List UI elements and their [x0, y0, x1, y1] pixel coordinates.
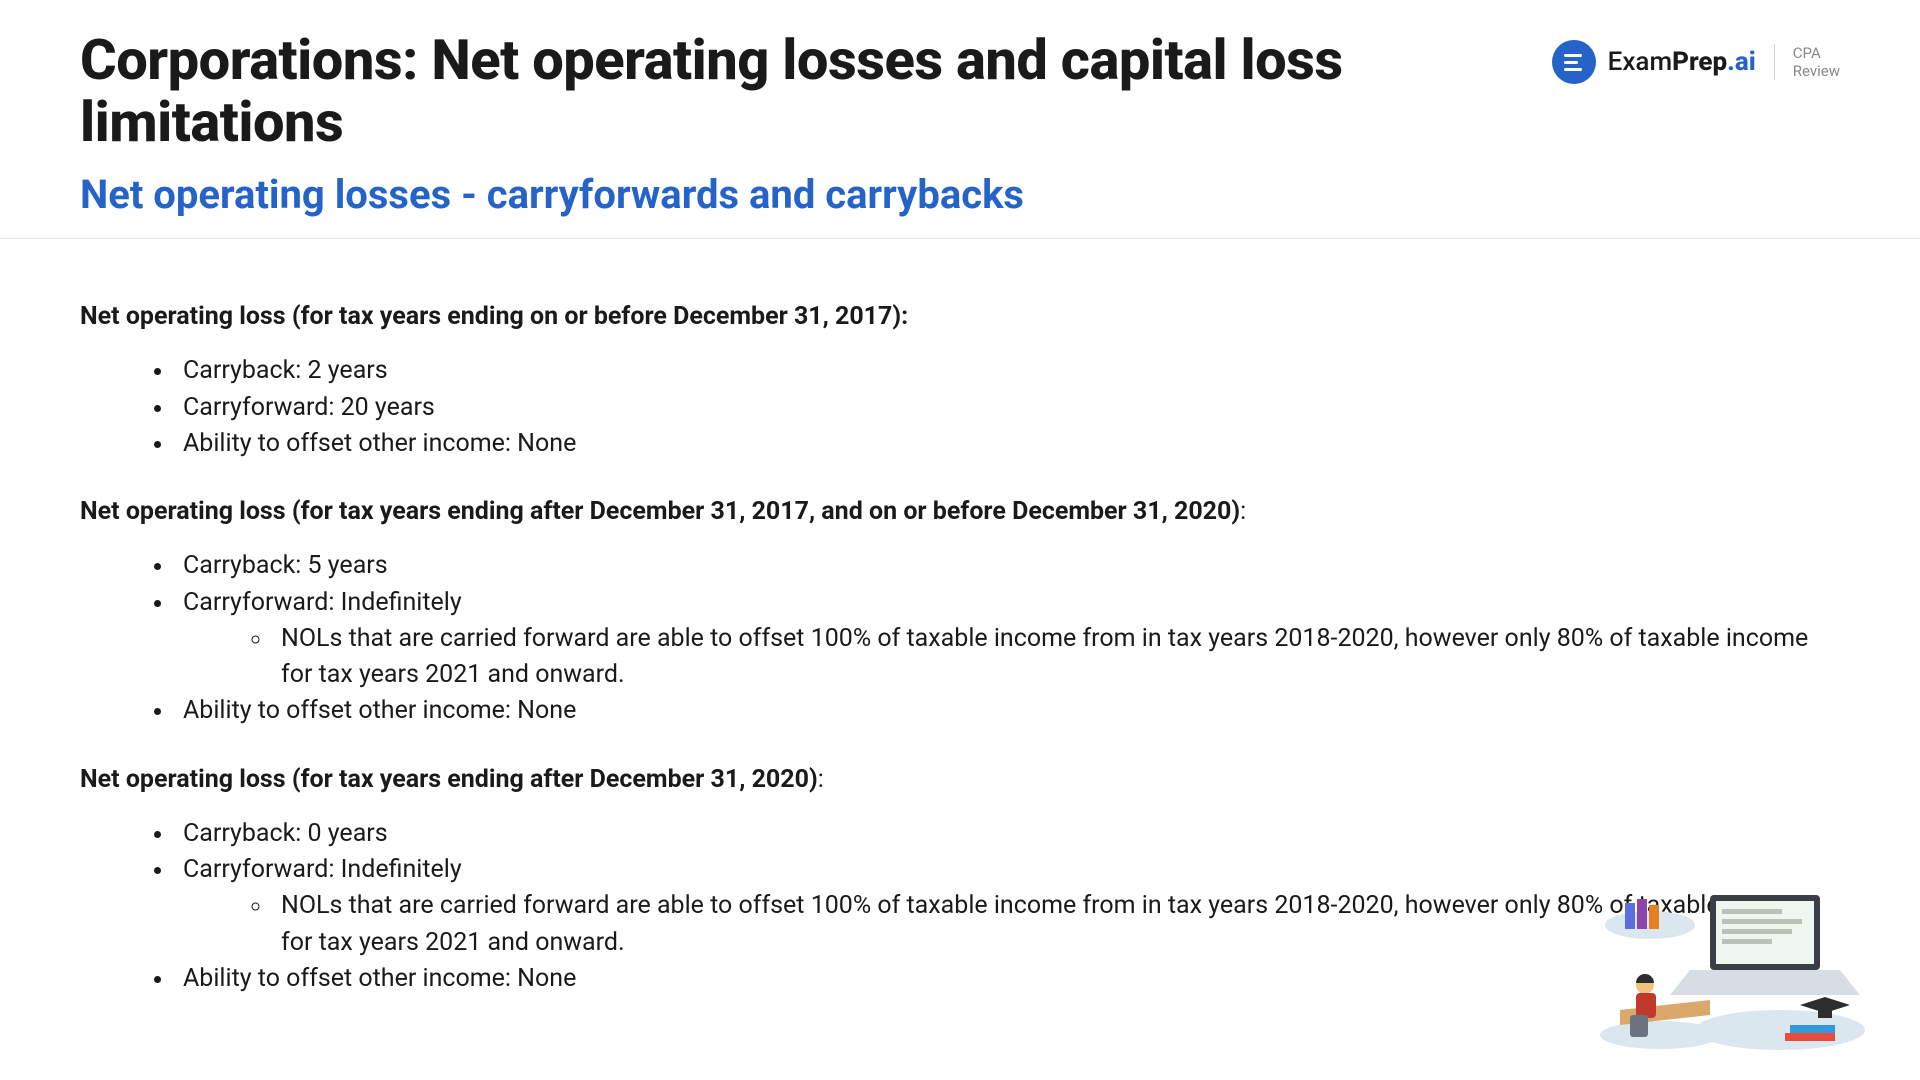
list-item: Carryback: 2 years [175, 353, 1840, 389]
brand-divider [1774, 44, 1775, 80]
header: Corporations: Net operating losses and c… [0, 0, 1920, 239]
brand-tagline: CPA Review [1793, 44, 1840, 80]
bullet-list: Carryback: 0 yearsCarryforward: Indefini… [80, 816, 1840, 997]
list-item: Carryforward: 20 years [175, 390, 1840, 426]
section-heading: Net operating loss (for tax years ending… [80, 299, 1840, 335]
list-item: Carryforward: IndefinitelyNOLs that are … [175, 585, 1840, 694]
list-item: Carryback: 5 years [175, 548, 1840, 584]
sub-bullet-list: NOLs that are carried forward are able t… [183, 621, 1840, 694]
list-item: Ability to offset other income: None [175, 426, 1840, 462]
brand-name: ExamPrep.ai [1608, 47, 1756, 77]
brand-name-part3: .ai [1727, 47, 1756, 77]
list-item: Carryback: 0 years [175, 816, 1840, 852]
brand-icon [1552, 40, 1596, 84]
brand-name-part1: Exam [1608, 47, 1672, 77]
study-illustration [1590, 855, 1870, 1055]
list-item: Ability to offset other income: None [175, 693, 1840, 729]
section-heading: Net operating loss (for tax years ending… [80, 494, 1840, 530]
brand-tagline-line1: CPA [1793, 44, 1840, 62]
brand-name-part2: Prep [1672, 47, 1727, 77]
section-heading: Net operating loss (for tax years ending… [80, 762, 1840, 798]
brand-logo: ExamPrep.ai CPA Review [1552, 40, 1840, 84]
bullet-list: Carryback: 5 yearsCarryforward: Indefini… [80, 548, 1840, 729]
page-subtitle: Net operating losses - carryforwards and… [80, 171, 1552, 218]
page-title: Corporations: Net operating losses and c… [80, 30, 1380, 153]
bullet-list: Carryback: 2 yearsCarryforward: 20 years… [80, 353, 1840, 462]
brand-tagline-line2: Review [1793, 62, 1840, 80]
titles: Corporations: Net operating losses and c… [80, 30, 1552, 218]
sub-list-item: NOLs that are carried forward are able t… [273, 621, 1840, 694]
